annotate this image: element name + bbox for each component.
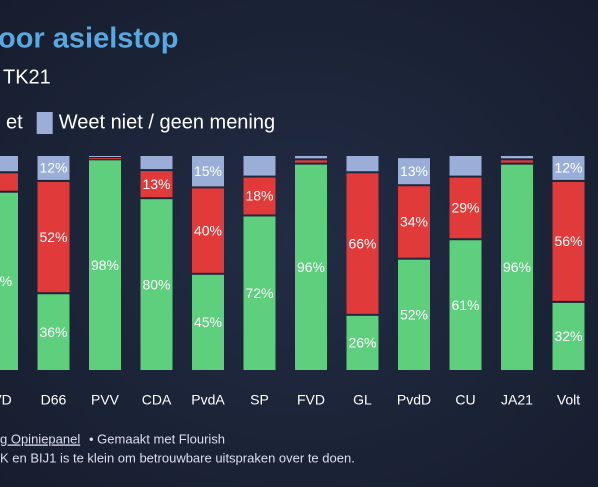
bar-segment (192, 188, 224, 273)
bar-segment (243, 156, 276, 176)
value-label: 98% (91, 257, 119, 273)
value-label: 56% (554, 233, 582, 249)
x-tick-label: D66 (41, 392, 67, 408)
x-tick-label: GL (353, 392, 372, 408)
bar-segment (398, 186, 430, 258)
bar-segment (295, 164, 327, 370)
value-label: 29% (451, 200, 479, 216)
x-tick-label: SP (250, 392, 269, 408)
bar-segment (501, 160, 533, 163)
bar-segment (449, 156, 482, 176)
bar-segment (501, 164, 533, 370)
legend-label: et (6, 111, 23, 133)
bar-segment (346, 315, 379, 370)
value-label: 52% (400, 307, 428, 323)
legend-swatch (36, 112, 53, 134)
x-tick-label: PvdD (397, 392, 431, 408)
x-tick-label: PvdA (191, 392, 225, 408)
bar-segment (37, 294, 70, 370)
value-label: 40% (194, 222, 222, 238)
bar-segment (192, 156, 224, 187)
legend-label: Weet niet / geen mening (59, 111, 275, 133)
chart-subtitle: TK21 (3, 66, 51, 88)
value-label: 13% (400, 163, 428, 179)
value-label: 66% (348, 235, 376, 251)
bar-segment (501, 156, 533, 159)
bar-segment (449, 177, 482, 239)
bar-segment (37, 181, 70, 293)
value-label: 13% (142, 176, 170, 192)
bar-segment (0, 192, 18, 370)
bar-segment (243, 216, 276, 370)
bar-segment (346, 173, 379, 314)
made-with: • Gemaakt met Flourish (89, 431, 225, 446)
value-label: 96% (503, 259, 531, 275)
bar-segment (398, 259, 430, 370)
bar-segment (346, 156, 379, 172)
x-tick-label: CU (455, 392, 475, 408)
value-label: 45% (194, 314, 222, 330)
bar-segment (295, 156, 327, 159)
bar-segment (552, 156, 585, 180)
value-label: 80% (142, 276, 170, 292)
value-label: 36% (39, 324, 67, 340)
bar-segment (140, 199, 173, 370)
value-label: 3% (0, 273, 12, 289)
bar-segment (449, 240, 482, 370)
bar-segment (398, 158, 430, 185)
x-tick-label: Volt (557, 392, 580, 408)
bar-segment (295, 160, 327, 163)
bar-segment (140, 156, 173, 170)
value-label: 32% (554, 328, 582, 344)
value-label: 15% (194, 163, 222, 179)
x-tick-label: CDA (142, 392, 172, 408)
bar-segment (89, 160, 121, 370)
x-tick-label: VD (0, 392, 12, 408)
bar-segment (0, 173, 18, 191)
value-label: 12% (39, 160, 67, 176)
value-label: 18% (245, 188, 273, 204)
bar-segment (192, 274, 224, 370)
note: K en BIJ1 is te klein om betrouwbare uit… (0, 450, 355, 465)
chart-title: oor asielstop (0, 23, 179, 55)
bar-segment (37, 156, 70, 180)
x-tick-label: FVD (297, 392, 325, 408)
value-label: 96% (297, 259, 325, 275)
value-label: 72% (245, 285, 273, 301)
bar-segment (552, 181, 585, 301)
value-label: 61% (451, 297, 479, 313)
x-tick-label: PVV (91, 392, 120, 408)
source: g Opiniepanel (0, 431, 80, 446)
value-label: 52% (39, 229, 67, 245)
bar-segment (243, 177, 276, 215)
bar-segment (89, 156, 121, 157)
bar-segment (0, 156, 18, 172)
value-label: 26% (348, 335, 376, 351)
bar-segment (552, 302, 585, 370)
bar-segment (89, 158, 121, 160)
value-label: 12% (554, 160, 582, 176)
value-label: 34% (400, 214, 428, 230)
bar-segment (140, 171, 173, 198)
x-tick-label: JA21 (501, 392, 533, 408)
